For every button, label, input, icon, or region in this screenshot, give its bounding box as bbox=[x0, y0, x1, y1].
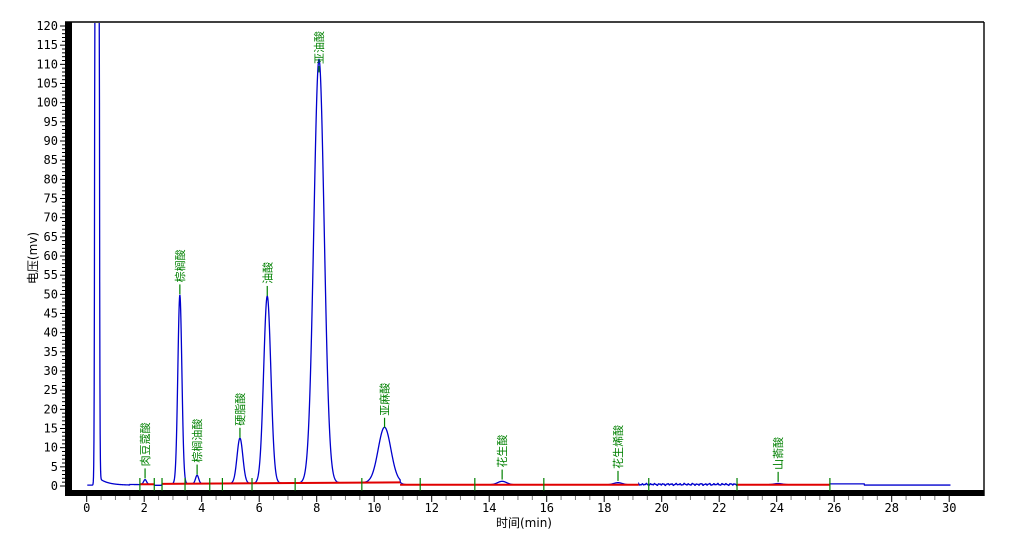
peak-label: 肉豆蔻酸 bbox=[138, 422, 152, 466]
y-tick-label: 85 bbox=[44, 153, 58, 167]
x-tick-label: 12 bbox=[424, 501, 438, 515]
y-tick-label: 55 bbox=[44, 268, 58, 282]
y-tick-label: 40 bbox=[44, 326, 58, 340]
y-tick-label: 25 bbox=[44, 383, 58, 397]
y-tick-label: 20 bbox=[44, 402, 58, 416]
y-tick-label: 90 bbox=[44, 134, 58, 148]
y-tick-label: 45 bbox=[44, 307, 58, 321]
integration-baseline-segment bbox=[162, 481, 401, 485]
y-tick-label: 120 bbox=[36, 19, 58, 33]
x-tick-label: 4 bbox=[198, 501, 205, 515]
x-axis-title: 时间(min) bbox=[496, 516, 552, 530]
tick-labels: 0510152025303540455055606570758085909510… bbox=[36, 19, 956, 515]
x-tick-label: 20 bbox=[654, 501, 668, 515]
x-tick-label: 22 bbox=[712, 501, 726, 515]
y-tick-label: 100 bbox=[36, 96, 58, 110]
x-tick-label: 14 bbox=[482, 501, 496, 515]
y-tick-label: 5 bbox=[51, 460, 58, 474]
x-axis-bar bbox=[65, 490, 984, 496]
x-tick-label: 28 bbox=[884, 501, 898, 515]
x-tick-label: 16 bbox=[539, 501, 553, 515]
y-tick-label: 105 bbox=[36, 77, 58, 91]
peak-label: 亚油酸 bbox=[312, 31, 326, 64]
x-tick-label: 6 bbox=[256, 501, 263, 515]
y-tick-label: 0 bbox=[51, 479, 58, 493]
peak-label: 油酸 bbox=[260, 262, 274, 284]
x-tick-label: 24 bbox=[769, 501, 783, 515]
peak-label: 花生酸 bbox=[495, 435, 509, 468]
y-tick-label: 50 bbox=[44, 287, 58, 301]
x-tick-label: 8 bbox=[313, 501, 320, 515]
y-tick-label: 115 bbox=[36, 38, 58, 52]
x-tick-label: 10 bbox=[367, 501, 381, 515]
y-axis-title: 电压(mv) bbox=[26, 231, 40, 285]
y-tick-label: 65 bbox=[44, 230, 58, 244]
y-tick-label: 30 bbox=[44, 364, 58, 378]
x-tick-label: 0 bbox=[83, 501, 90, 515]
y-tick-label: 110 bbox=[36, 57, 58, 71]
peak-label: 亚麻酸 bbox=[378, 383, 392, 416]
y-tick-label: 15 bbox=[44, 422, 58, 436]
y-tick-label: 70 bbox=[44, 211, 58, 225]
x-tick-label: 26 bbox=[827, 501, 841, 515]
x-tick-label: 18 bbox=[597, 501, 611, 515]
y-tick-label: 60 bbox=[44, 249, 58, 263]
peak-label: 棕榈油酸 bbox=[190, 419, 204, 463]
chromatogram-trace bbox=[87, 23, 951, 487]
y-tick-label: 35 bbox=[44, 345, 58, 359]
peak-label: 硬脂酸 bbox=[233, 393, 247, 426]
x-tick-label: 2 bbox=[141, 501, 148, 515]
y-axis-bar bbox=[65, 22, 72, 496]
y-tick-label: 75 bbox=[44, 192, 58, 206]
peak-label: 山萮酸 bbox=[771, 437, 785, 470]
y-tick-label: 10 bbox=[44, 441, 58, 455]
peak-label: 棕榈酸 bbox=[173, 249, 187, 282]
y-tick-label: 80 bbox=[44, 172, 58, 186]
peak-label: 花生烯酸 bbox=[611, 425, 625, 469]
y-tick-label: 95 bbox=[44, 115, 58, 129]
x-tick-label: 30 bbox=[942, 501, 956, 515]
